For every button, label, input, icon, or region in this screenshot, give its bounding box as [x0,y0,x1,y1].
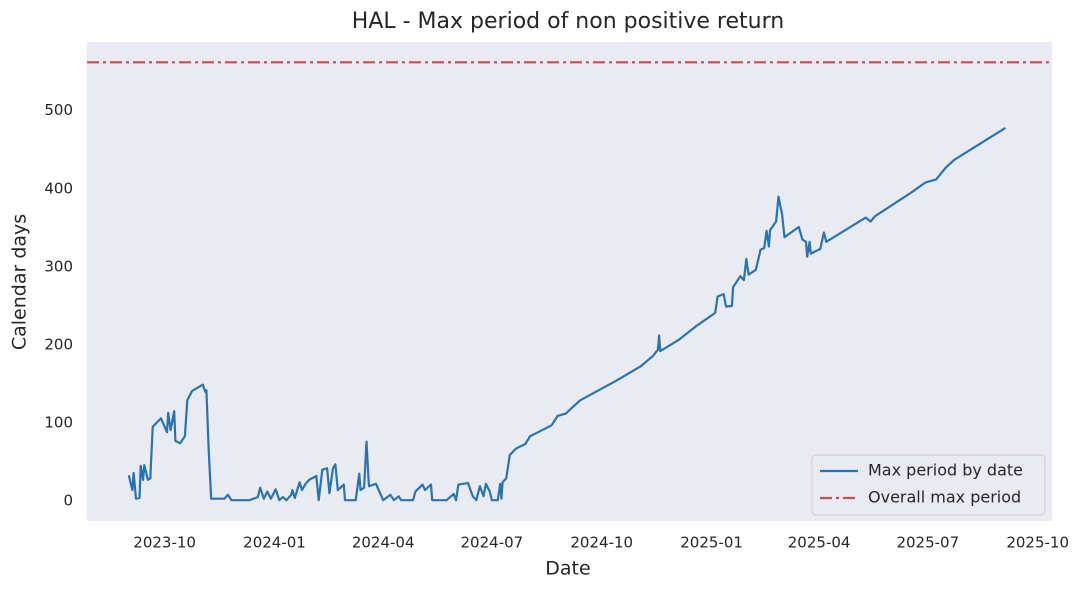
x-tick-label: 2024-04 [352,534,415,552]
legend-label: Overall max period [868,488,1021,507]
y-tick-label: 400 [44,179,73,197]
x-tick-label: 2025-04 [788,534,851,552]
y-axis-label: Calendar days [9,214,31,350]
plot-area [87,42,1052,521]
x-tick-label: 2025-10 [1006,534,1069,552]
y-tick-label: 100 [44,413,73,431]
y-tick-label: 200 [44,335,73,353]
y-tick-label: 500 [44,101,73,119]
x-axis-label: Date [545,558,590,580]
y-tick-label: 0 [63,492,73,510]
x-tick-label: 2024-01 [243,534,306,552]
x-tick-label: 2023-10 [133,534,196,552]
legend-box [811,454,1046,516]
x-tick-label: 2025-01 [680,534,743,552]
legend-label: Max period by date [868,461,1023,480]
x-tick-label: 2024-10 [570,534,633,552]
chart-title: HAL - Max period of non positive return [352,9,784,34]
x-tick-label: 2024-07 [461,534,524,552]
x-tick-label: 2025-07 [896,534,959,552]
y-tick-label: 300 [44,257,73,275]
data-line [127,126,1006,502]
